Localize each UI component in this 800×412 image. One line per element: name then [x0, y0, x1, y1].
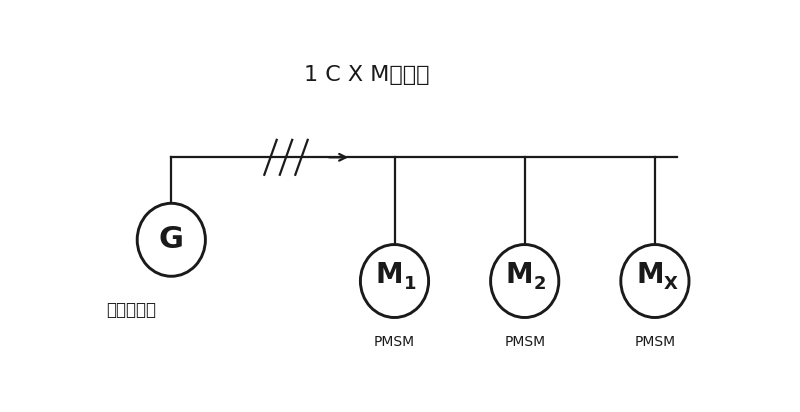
Text: M: M [506, 261, 534, 289]
Ellipse shape [138, 203, 206, 276]
Ellipse shape [621, 245, 689, 318]
Text: PMSM: PMSM [634, 335, 675, 349]
Text: 逆变器装置: 逆变器装置 [106, 301, 156, 318]
Text: 2: 2 [534, 275, 546, 293]
Text: X: X [663, 275, 678, 293]
Ellipse shape [360, 245, 429, 318]
Text: 1 C X M的情况: 1 C X M的情况 [304, 66, 430, 85]
Ellipse shape [490, 245, 559, 318]
Text: 1: 1 [404, 275, 416, 293]
Text: PMSM: PMSM [504, 335, 546, 349]
Text: M: M [636, 261, 664, 289]
Text: M: M [376, 261, 403, 289]
Text: PMSM: PMSM [374, 335, 415, 349]
Text: G: G [158, 225, 184, 254]
